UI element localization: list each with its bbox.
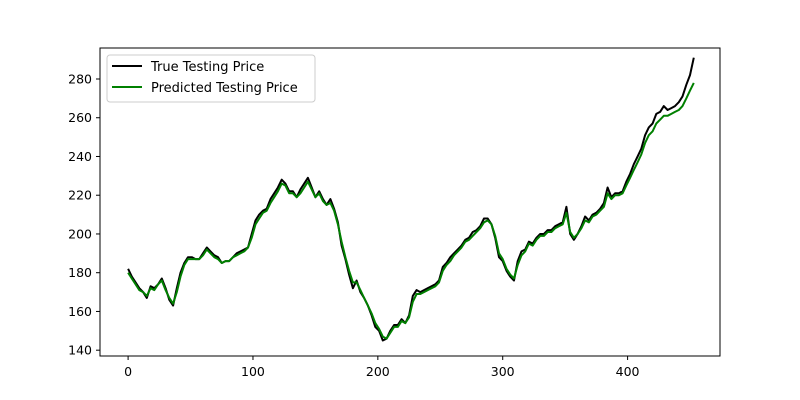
y-tick-label: 140	[68, 343, 92, 358]
series-lines	[127, 57, 695, 342]
y-tick-label: 220	[68, 188, 92, 203]
predicted-price-line	[127, 82, 695, 340]
y-tick-label: 160	[68, 304, 92, 319]
x-tick-label: 300	[491, 364, 515, 379]
x-tick-label: 400	[616, 364, 640, 379]
plot-frame	[99, 47, 721, 357]
legend-label-predicted: Predicted Testing Price	[151, 81, 298, 96]
y-tick-label: 240	[68, 149, 92, 164]
x-axis: 0 100 200 300 400	[124, 356, 640, 379]
legend-box	[106, 54, 316, 103]
y-tick-label: 180	[68, 265, 92, 280]
legend: True Testing Price Predicted Testing Pri…	[106, 54, 316, 103]
y-tick-label: 260	[68, 110, 92, 125]
x-tick-label: 100	[241, 364, 265, 379]
y-tick-label: 200	[68, 226, 92, 241]
x-tick-label: 200	[366, 364, 390, 379]
x-tick-label: 0	[124, 364, 132, 379]
y-tick-label: 280	[68, 71, 92, 86]
legend-label-true: True Testing Price	[150, 60, 264, 75]
y-axis: 140 160 180 200 220 240 260 280	[68, 71, 100, 358]
